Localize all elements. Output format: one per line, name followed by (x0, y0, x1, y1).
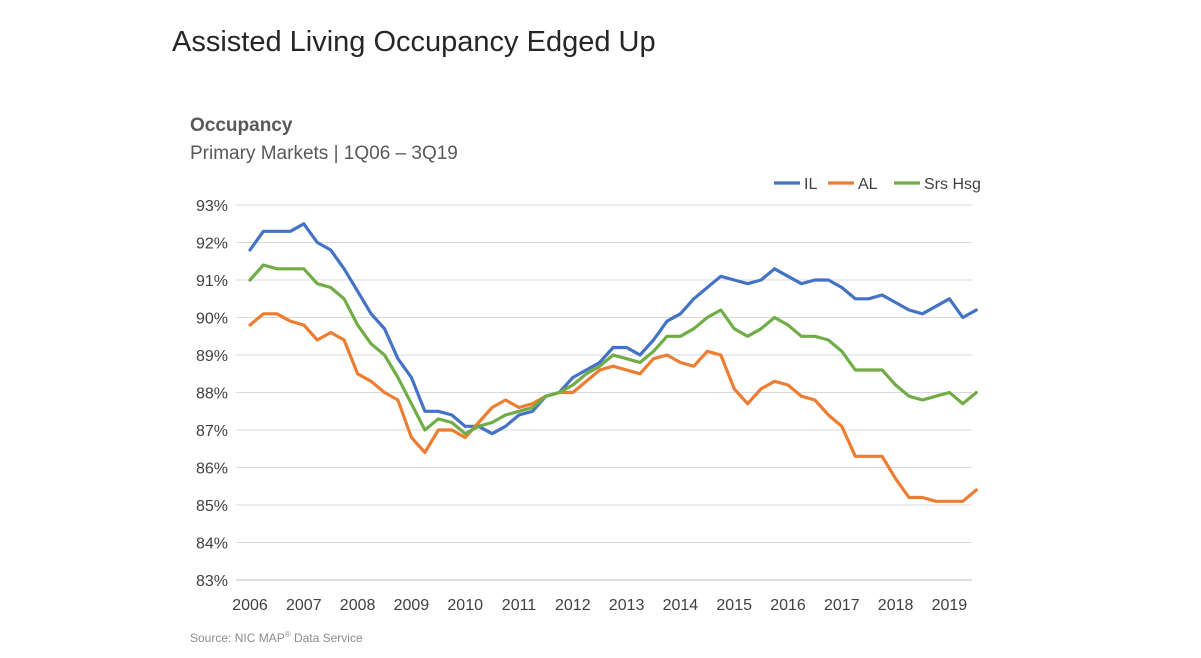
x-tick-label: 2008 (340, 597, 376, 614)
y-tick-label: 91% (196, 273, 228, 290)
series-line-srs-hsg (248, 263, 978, 436)
series-line-il (248, 222, 978, 436)
grid-lines (236, 204, 972, 581)
y-tick-label: 90% (196, 311, 228, 328)
x-tick-label: 2016 (770, 597, 806, 614)
y-axis: 83% 84% 85% 86% 87% 88% 89% 90% 91% 92% 93% (196, 198, 228, 590)
x-tick-label: 2015 (716, 597, 752, 614)
chart-title: Occupancy (190, 115, 293, 136)
source-prefix: Source: NIC MAP (190, 631, 285, 645)
y-tick-label: 86% (196, 461, 228, 478)
series-lines (248, 222, 978, 503)
x-tick-label: 2012 (555, 597, 591, 614)
x-tick-label: 2018 (878, 597, 914, 614)
y-tick-label: 83% (196, 573, 228, 590)
x-axis: 2006 2007 2008 2009 2010 2011 2012 2013 2014 2015… (232, 597, 967, 614)
y-tick-label: 89% (196, 348, 228, 365)
series-line-al (248, 312, 978, 503)
chart-subtitle: Primary Markets | 1Q06 – 3Q19 (190, 143, 458, 164)
legend-label-al: AL (858, 176, 878, 193)
x-tick-label: 2014 (663, 597, 699, 614)
y-tick-label: 84% (196, 536, 228, 553)
registered-mark: ® (284, 630, 291, 639)
y-tick-label: 88% (196, 386, 228, 403)
y-tick-label: 85% (196, 498, 228, 515)
legend: IL AL Srs Hsg (774, 176, 981, 193)
x-tick-label: 2009 (394, 597, 430, 614)
x-tick-label: 2010 (447, 597, 483, 614)
x-tick-label: 2013 (609, 597, 645, 614)
y-tick-label: 92% (196, 236, 228, 253)
y-tick-label: 93% (196, 198, 228, 215)
source-note: Source: NIC MAP® Data Service (190, 630, 363, 645)
legend-label-srs-hsg: Srs Hsg (924, 176, 981, 193)
y-tick-label: 87% (196, 423, 228, 440)
legend-label-il: IL (804, 176, 817, 193)
slide-title: Assisted Living Occupancy Edged Up (172, 26, 656, 58)
x-tick-label: 2019 (932, 597, 968, 614)
x-tick-label: 2006 (232, 597, 268, 614)
x-tick-label: 2007 (286, 597, 322, 614)
x-tick-label: 2017 (824, 597, 860, 614)
source-suffix: Data Service (290, 631, 363, 645)
x-tick-label: 2011 (502, 597, 537, 614)
